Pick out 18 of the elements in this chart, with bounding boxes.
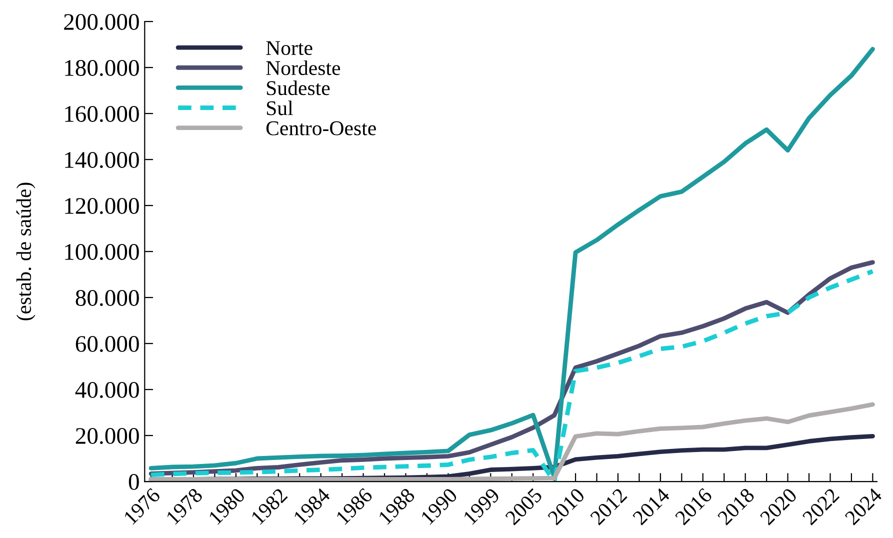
- y-tick-label: 40.000: [75, 382, 139, 398]
- y-tick-label: 120.000: [65, 198, 139, 214]
- y-tick-label: 20.000: [76, 428, 139, 444]
- legend-label: Sul: [266, 100, 293, 116]
- y-tick-label: 100.000: [65, 244, 139, 260]
- line-series: [148, 402, 875, 482]
- legend-label: Sudeste: [266, 80, 330, 96]
- y-axis-title: (estab. de saúde): [16, 182, 36, 320]
- y-tick-label: 140.000: [65, 152, 139, 168]
- legend-label: Nordeste: [266, 60, 340, 76]
- legend-label: Centro-Oeste: [266, 121, 376, 136]
- y-tick-label: 60.000: [76, 336, 139, 352]
- y-tick-label: 0: [128, 474, 139, 490]
- y-tick-label: 200.000: [64, 14, 139, 30]
- y-tick-label: 160.000: [65, 106, 139, 122]
- legend-label: Norte: [266, 41, 312, 56]
- y-tick-label: 80.000: [76, 290, 139, 306]
- y-tick-label: 180.000: [65, 60, 139, 76]
